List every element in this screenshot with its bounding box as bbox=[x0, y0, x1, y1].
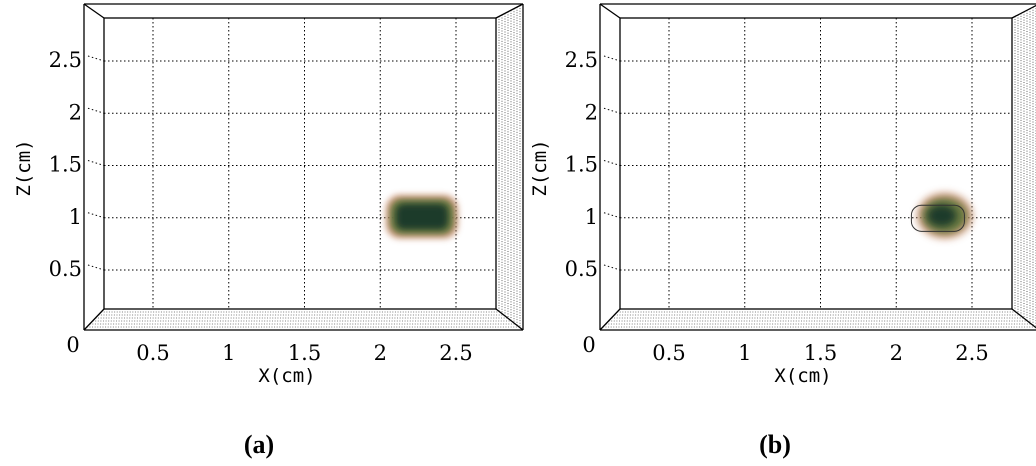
x-tick-label: 2.5 bbox=[955, 341, 988, 365]
x-tick-label: 1.5 bbox=[288, 341, 321, 365]
y-axis-label: Z(cm) bbox=[13, 139, 35, 196]
x-tick-label: 0.5 bbox=[136, 341, 169, 365]
x-axis-label: X(cm) bbox=[258, 365, 315, 387]
x-tick-label: 1 bbox=[738, 341, 751, 365]
panel-caption: (a) bbox=[244, 430, 274, 459]
y-tick-label: 1 bbox=[585, 205, 598, 229]
box-edge-diag-tr bbox=[495, 3, 524, 19]
y-tick-label: 1.5 bbox=[565, 153, 598, 177]
panel-caption: (b) bbox=[759, 430, 791, 459]
reconstruction-blob bbox=[916, 192, 973, 239]
chart-panel-b: 0.5 1 1.5 2 2.5 0 0.5 1 1.5 2 2.5 X(cm) Z(cm) (b) bbox=[529, 3, 1036, 459]
y-tick-label: 2 bbox=[69, 100, 82, 124]
y-tick-label: 0.5 bbox=[49, 257, 82, 281]
back-wall bbox=[619, 17, 1013, 310]
reconstruction-blob bbox=[385, 194, 458, 239]
y-tick-label: 2 bbox=[585, 100, 598, 124]
x-tick-label: 2 bbox=[374, 341, 387, 365]
grid-line-z-ext bbox=[87, 264, 105, 271]
axes-box bbox=[599, 3, 1036, 331]
x-tick-labels: 0 0.5 1 1.5 2 2.5 bbox=[66, 333, 472, 365]
y-tick-labels: 0.5 1 1.5 2 2.5 bbox=[565, 48, 598, 281]
grid-line-z-ext bbox=[87, 160, 105, 166]
box-edge-diag-br bbox=[1011, 308, 1036, 329]
grid-line-z-ext bbox=[87, 107, 105, 114]
grid bbox=[603, 18, 1012, 309]
grid-line-z-ext bbox=[87, 55, 105, 62]
grid-line-z-ext bbox=[603, 160, 621, 166]
x-tick-labels: 0 0.5 1 1.5 2 2.5 bbox=[582, 333, 988, 365]
box-edge-diag-bl bbox=[599, 308, 621, 331]
x-tick-label: 1 bbox=[222, 341, 235, 365]
y-tick-label: 0.5 bbox=[565, 257, 598, 281]
box-edge-diag-br bbox=[495, 308, 524, 331]
grid-line-z-ext bbox=[603, 55, 621, 62]
x-tick-label: 0 bbox=[66, 333, 79, 357]
axes-box bbox=[83, 3, 524, 331]
y-axis-label: Z(cm) bbox=[529, 139, 551, 196]
box-edge-diag-tr bbox=[1011, 4, 1036, 19]
box-edge-diag-bl bbox=[83, 308, 105, 331]
y-tick-labels: 0.5 1 1.5 2 2.5 bbox=[49, 48, 82, 281]
x-tick-label: 2.5 bbox=[439, 341, 472, 365]
grid-line-z-ext bbox=[603, 107, 621, 114]
x-tick-label: 0 bbox=[582, 333, 595, 357]
grid bbox=[87, 18, 496, 309]
y-tick-label: 2.5 bbox=[49, 48, 82, 72]
box-edge-diag-tl bbox=[599, 3, 621, 19]
y-tick-label: 1.5 bbox=[49, 153, 82, 177]
side-wall-grid bbox=[498, 5, 521, 328]
grid-line-z-ext bbox=[87, 212, 105, 219]
y-tick-label: 1 bbox=[69, 205, 82, 229]
x-axis-label: X(cm) bbox=[774, 365, 831, 387]
blob-core bbox=[395, 203, 448, 230]
chart-panel-a: 0.5 1 1.5 2 2.5 0 0.5 1 1.5 2 2.5 X(cm) Z(cm) (a) bbox=[13, 3, 524, 459]
x-tick-label: 2 bbox=[890, 341, 903, 365]
side-wall-grid bbox=[1014, 5, 1036, 328]
back-wall bbox=[103, 17, 497, 310]
blob-core bbox=[926, 204, 957, 227]
floor-grid bbox=[602, 311, 1036, 328]
grid-line-z-ext bbox=[603, 212, 621, 219]
x-tick-label: 0.5 bbox=[652, 341, 685, 365]
y-tick-label: 2.5 bbox=[565, 48, 598, 72]
box-edge-diag-tl bbox=[83, 3, 105, 19]
grid-line-z-ext bbox=[603, 264, 621, 271]
true-object-outline bbox=[910, 204, 965, 232]
x-tick-label: 1.5 bbox=[804, 341, 837, 365]
floor-grid bbox=[86, 311, 520, 328]
